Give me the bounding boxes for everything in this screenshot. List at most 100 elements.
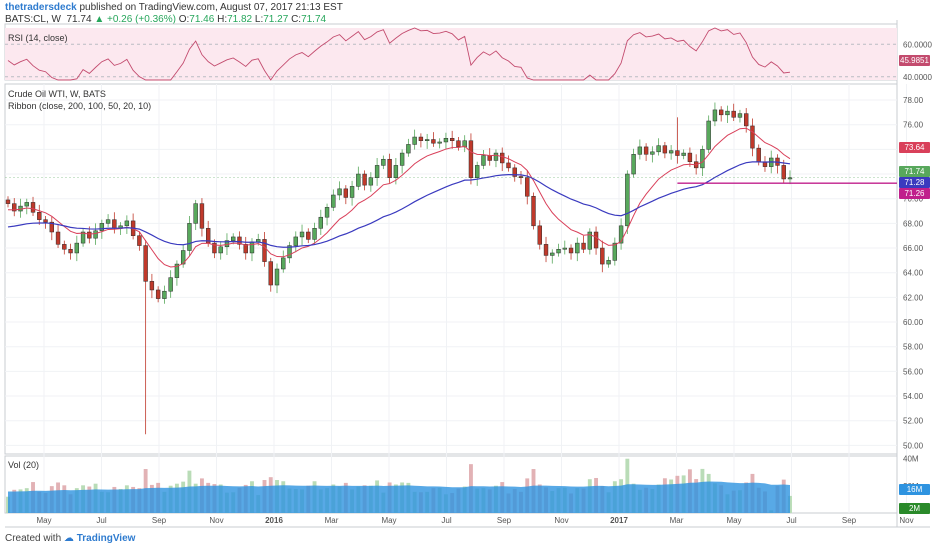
candle: [337, 181, 342, 201]
rsi-line: [7, 27, 791, 81]
ma-fast-tag: 73.64: [899, 142, 930, 153]
candle: [18, 198, 23, 218]
candle-down-body: [593, 231, 599, 249]
candle: [412, 129, 417, 150]
candle: [543, 236, 549, 263]
candle: [68, 243, 73, 260]
candle: [80, 228, 86, 247]
candle-up-body: [550, 252, 555, 256]
candle-up-body: [706, 120, 711, 150]
candle: [37, 204, 42, 225]
quote-line: BATS:CL, W 71.74 ▲ +0.26 (+0.36%) O:71.4…: [5, 14, 326, 25]
candle-down-body: [268, 261, 273, 286]
candle: [312, 222, 317, 245]
candlestick-series[interactable]: [5, 102, 793, 435]
ribbon-label: Ribbon (close, 200, 100, 50, 20, 10): [8, 101, 152, 111]
candle-down-body: [137, 235, 142, 246]
candle: [331, 189, 336, 212]
volume-pane-label: Vol (20): [8, 460, 40, 470]
volume-pane[interactable]: 40M20M: [6, 455, 919, 513]
candle: [374, 158, 380, 186]
candle-down-body: [49, 221, 54, 233]
candle: [468, 133, 474, 185]
candle-up-body: [187, 223, 192, 251]
symbol-label[interactable]: BATS:CL, W: [5, 14, 61, 25]
price-tick-label: 52.00: [903, 417, 924, 426]
candle-up-body: [631, 154, 636, 175]
candle-down-body: [543, 244, 549, 256]
candle-up-body: [481, 155, 486, 166]
candle: [518, 170, 524, 185]
candle-up-body: [281, 257, 286, 270]
candle-up-body: [218, 246, 223, 254]
candle-up-body: [556, 249, 561, 254]
candle: [731, 103, 736, 121]
candle-up-body: [24, 202, 29, 207]
low-value: 71.27: [263, 14, 289, 25]
candle: [443, 132, 449, 149]
candle: [643, 143, 649, 161]
price-tick-label: 60.00: [903, 318, 924, 327]
candle-up-body: [293, 236, 298, 246]
volume-tick-label: 40M: [903, 455, 919, 464]
ribbon-slow-ma: [7, 161, 791, 248]
candle: [5, 196, 11, 208]
candle: [55, 224, 61, 249]
time-tick-label: Nov: [899, 516, 913, 525]
candle-up-body: [406, 144, 411, 154]
candle: [481, 149, 486, 170]
publisher-name[interactable]: thetradersdeck: [5, 2, 77, 13]
candle-up-body: [412, 136, 417, 145]
candle: [381, 155, 386, 170]
price-tick-label: 54.00: [903, 392, 924, 401]
candle-down-body: [30, 202, 36, 213]
candle: [143, 240, 148, 435]
publisher-line: thetradersdeck published on TradingView.…: [5, 2, 343, 13]
price-tick-label: 58.00: [903, 343, 924, 352]
candle-down-body: [687, 152, 693, 162]
candle-up-body: [575, 242, 580, 254]
candle: [431, 132, 436, 147]
candle-down-body: [568, 247, 574, 254]
candle: [93, 223, 98, 245]
candle-up-body: [80, 231, 86, 244]
candle-down-body: [343, 188, 349, 198]
candle-up-body: [612, 242, 618, 261]
candle: [74, 235, 80, 262]
candle: [537, 220, 542, 250]
price-tick-label: 62.00: [903, 293, 924, 302]
candle-up-body: [299, 231, 305, 238]
ma-slow-tag: 71.28: [899, 177, 930, 188]
candle: [174, 260, 180, 286]
candle: [612, 237, 618, 266]
candle-down-body: [487, 155, 492, 161]
candle: [231, 233, 236, 245]
candle-up-body: [162, 290, 167, 299]
time-tick-label: Jul: [441, 516, 451, 525]
candle-down-body: [387, 158, 392, 178]
volume-last-tag: 2M: [899, 503, 930, 514]
candle-down-body: [537, 225, 542, 245]
candle: [462, 135, 467, 153]
time-tick-label: Sep: [842, 516, 857, 525]
candle: [706, 115, 711, 154]
candle: [625, 170, 630, 234]
candle-up-body: [312, 228, 317, 240]
candle: [587, 228, 592, 255]
candle-up-body: [399, 152, 405, 166]
candle-down-body: [525, 177, 530, 197]
time-tick-label: Jul: [786, 516, 796, 525]
candle: [24, 198, 29, 215]
candle-down-body: [531, 195, 536, 227]
time-axis[interactable]: May Jul Sep Nov 2016 Mar May Jul Sep Nov 2017 Mar Ma…: [36, 516, 913, 525]
price-tick-label: 76.00: [903, 121, 924, 130]
tradingview-brand[interactable]: TradingView: [76, 533, 136, 544]
candle: [318, 209, 323, 235]
price-tick-label: 68.00: [903, 219, 924, 228]
candle-down-body: [731, 110, 736, 118]
tradingview-logo-icon[interactable]: ☁: [63, 533, 74, 544]
rsi-pane[interactable]: 60.0000 40.0000: [5, 27, 932, 82]
candle: [675, 117, 680, 164]
candle-down-body: [750, 125, 755, 149]
